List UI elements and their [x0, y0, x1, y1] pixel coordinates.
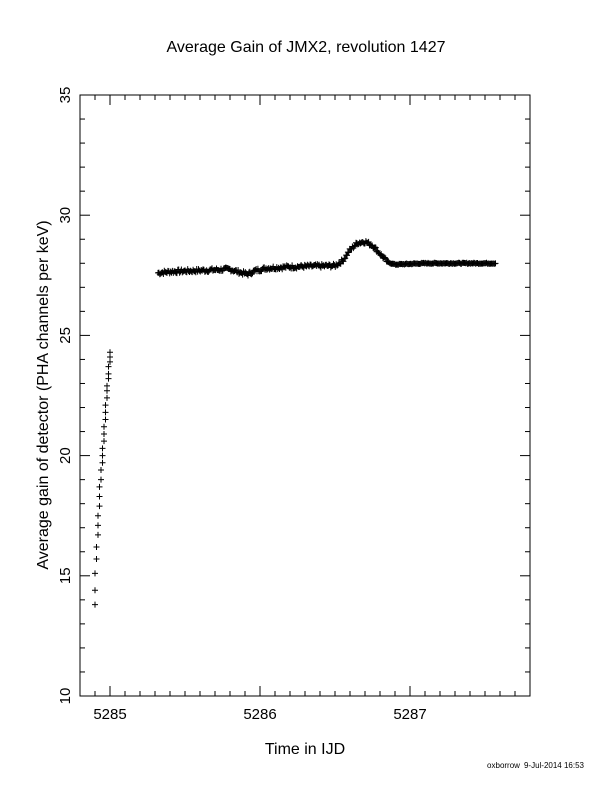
data-point	[102, 409, 109, 416]
data-point	[102, 402, 109, 409]
axis-tick-labels: 10 15 20 25 30 35 5285 5286 5287	[57, 87, 427, 723]
x-tick-label: 5285	[93, 706, 126, 723]
data-point	[337, 260, 344, 267]
data-point	[371, 244, 378, 251]
data-point	[92, 570, 98, 577]
data-point	[107, 349, 113, 356]
x-tick-label: 5287	[393, 706, 426, 723]
data-point	[248, 271, 255, 278]
data-point	[104, 382, 110, 389]
data-point	[96, 503, 103, 510]
data-point	[99, 445, 106, 452]
data-point	[104, 394, 110, 401]
y-axis-label: Average gain of detector (PHA channels p…	[35, 220, 52, 569]
data-point	[492, 260, 499, 267]
footer-credit: oxborrow 9-Jul-2014 16:53	[487, 761, 585, 770]
data-point	[92, 601, 98, 608]
data-point	[372, 244, 379, 251]
data-point	[98, 467, 104, 474]
y-tick-label: 30	[57, 207, 74, 224]
data-point	[96, 493, 103, 500]
data-point	[93, 555, 100, 562]
y-tick-label: 20	[57, 447, 74, 464]
footer-user: oxborrow	[487, 761, 520, 770]
data-point	[102, 416, 109, 423]
data-point	[95, 522, 101, 529]
data-point	[96, 483, 103, 490]
plot-frame	[79, 94, 531, 697]
x-axis-label: Time in IJD	[265, 741, 345, 758]
data-point	[105, 363, 112, 370]
axis-ticks	[79, 94, 531, 697]
x-tick-label: 5286	[243, 706, 276, 723]
data-points	[92, 238, 499, 608]
chart-title: Average Gain of JMX2, revolution 1427	[167, 39, 446, 56]
data-point	[351, 243, 358, 250]
data-point	[381, 254, 388, 261]
data-point	[92, 587, 98, 594]
data-point	[101, 423, 107, 430]
y-tick-label: 10	[57, 688, 74, 705]
data-point	[98, 476, 104, 483]
data-point	[341, 255, 348, 262]
data-point	[105, 370, 112, 377]
data-point	[289, 262, 296, 269]
data-point	[93, 543, 100, 550]
y-tick-label: 25	[57, 327, 74, 344]
data-point	[101, 438, 107, 445]
data-point	[99, 452, 106, 459]
data-point	[345, 249, 352, 256]
y-tick-label: 15	[57, 567, 74, 584]
data-point	[101, 430, 107, 437]
data-point	[95, 512, 101, 519]
data-point	[382, 255, 389, 262]
data-point	[95, 531, 101, 538]
data-point	[99, 459, 106, 466]
footer-timestamp: 9-Jul-2014 16:53	[524, 761, 585, 770]
y-tick-label: 35	[57, 87, 74, 104]
data-point	[340, 258, 347, 265]
